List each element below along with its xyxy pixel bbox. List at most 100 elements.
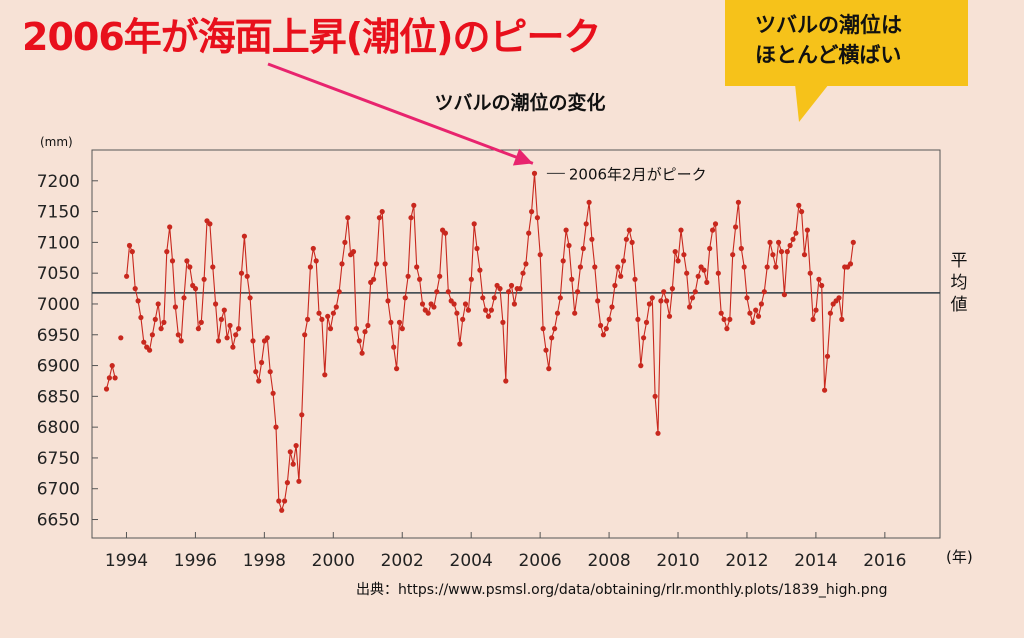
tide-data-point xyxy=(598,322,604,329)
tide-data-point xyxy=(399,326,405,332)
tide-data-point xyxy=(425,310,431,316)
tide-data-point xyxy=(310,245,316,252)
tide-data-point xyxy=(250,338,256,344)
tide-data-point xyxy=(738,245,744,252)
tide-data-point xyxy=(721,316,727,322)
tide-data-point xyxy=(373,261,380,267)
tide-data-point xyxy=(319,316,325,322)
x-tick-label: 2000 xyxy=(312,551,355,571)
tide-data-point xyxy=(385,298,391,304)
average-label: 平均値 xyxy=(950,251,968,315)
tide-data-point xyxy=(414,264,420,270)
tide-data-point xyxy=(141,339,147,345)
callout-line-2: ほとんど横ばい xyxy=(755,43,902,67)
chart-title: ツバルの潮位の変化 xyxy=(434,92,606,114)
tide-data-point xyxy=(503,378,509,384)
tide-data-point xyxy=(586,199,592,205)
tide-data-point xyxy=(244,273,250,279)
tide-data-point xyxy=(279,507,285,513)
tide-data-point xyxy=(546,366,552,372)
tide-data-point xyxy=(394,366,400,372)
tide-data-point xyxy=(575,289,581,295)
tide-data-point xyxy=(299,412,305,418)
tide-data-point xyxy=(730,252,736,258)
tide-data-point xyxy=(675,258,681,264)
tide-data-point xyxy=(132,286,138,292)
tide-data-point xyxy=(589,236,595,242)
tide-data-point xyxy=(615,264,621,270)
tide-data-point xyxy=(701,267,707,273)
tide-data-point xyxy=(282,498,288,504)
tide-data-point xyxy=(345,215,351,221)
tide-data-point xyxy=(724,326,730,332)
tide-data-point xyxy=(276,498,282,504)
tide-data-point xyxy=(712,221,719,227)
tide-data-point xyxy=(474,245,480,252)
tide-data-point xyxy=(531,170,538,176)
x-tick-label: 2004 xyxy=(450,551,493,571)
x-tick-label: 1994 xyxy=(105,551,148,571)
tide-data-point xyxy=(669,286,676,292)
tide-data-point xyxy=(330,310,336,316)
x-axis-unit: (年) xyxy=(946,548,973,566)
tide-data-point xyxy=(801,252,808,258)
tide-data-point xyxy=(480,295,486,301)
tide-data-point xyxy=(359,350,365,356)
tide-data-point xyxy=(238,270,245,276)
tide-data-point xyxy=(451,301,457,307)
tide-data-point xyxy=(419,301,426,307)
tide-data-point xyxy=(187,264,193,270)
tide-data-point xyxy=(350,249,357,255)
tide-data-point xyxy=(184,258,190,264)
tide-data-point xyxy=(124,273,130,279)
tide-data-point xyxy=(813,307,819,313)
x-tick-label: 2010 xyxy=(656,551,699,571)
tide-data-point xyxy=(290,461,296,467)
tide-data-point xyxy=(707,245,713,252)
tide-data-point xyxy=(566,242,572,249)
tide-data-point xyxy=(468,276,474,282)
y-axis-unit: (mm) xyxy=(40,135,73,149)
tide-data-point xyxy=(362,329,368,335)
tide-data-point xyxy=(175,332,181,338)
tide-data-point xyxy=(684,270,690,276)
tide-data-point xyxy=(417,276,423,282)
tide-data-point xyxy=(603,326,609,332)
tide-data-point xyxy=(733,224,739,230)
tide-data-point xyxy=(537,252,543,258)
tide-data-point xyxy=(497,286,503,292)
tide-data-point xyxy=(233,332,239,338)
tide-data-point xyxy=(827,310,834,316)
tide-data-point xyxy=(109,363,115,369)
tide-data-point xyxy=(147,347,153,353)
plot-frame xyxy=(91,149,941,539)
tide-data-point xyxy=(462,301,469,307)
tide-data-point xyxy=(307,264,313,270)
tide-data-point xyxy=(500,319,506,325)
tide-data-point xyxy=(388,319,394,325)
tide-data-point xyxy=(689,295,696,301)
tide-data-point xyxy=(411,202,417,208)
tide-data-point xyxy=(623,236,630,242)
tide-data-point xyxy=(511,301,517,307)
tide-data-point xyxy=(215,338,222,344)
tide-data-point xyxy=(284,480,290,486)
tide-data-point xyxy=(198,319,204,325)
tide-data-point xyxy=(178,338,184,344)
tide-data-point xyxy=(824,353,831,359)
tide-data-point xyxy=(167,224,173,230)
tide-data-point xyxy=(796,202,802,208)
tide-data-point xyxy=(460,316,466,322)
x-tick-label: 2014 xyxy=(794,551,837,571)
tide-data-point xyxy=(652,393,658,399)
tide-data-point xyxy=(126,242,133,249)
peak-label: 2006年2月がピーク xyxy=(569,165,707,183)
tide-data-point xyxy=(112,375,118,381)
tide-data-point xyxy=(554,310,561,316)
tide-data-point xyxy=(839,316,845,322)
tide-data-point xyxy=(635,316,641,322)
callout-line-1: ツバルの潮位は xyxy=(755,13,902,37)
tide-data-point xyxy=(718,310,724,316)
tide-data-point xyxy=(313,258,319,264)
source-citation: 出典：https://www.psmsl.org/data/obtaining/… xyxy=(356,582,888,598)
